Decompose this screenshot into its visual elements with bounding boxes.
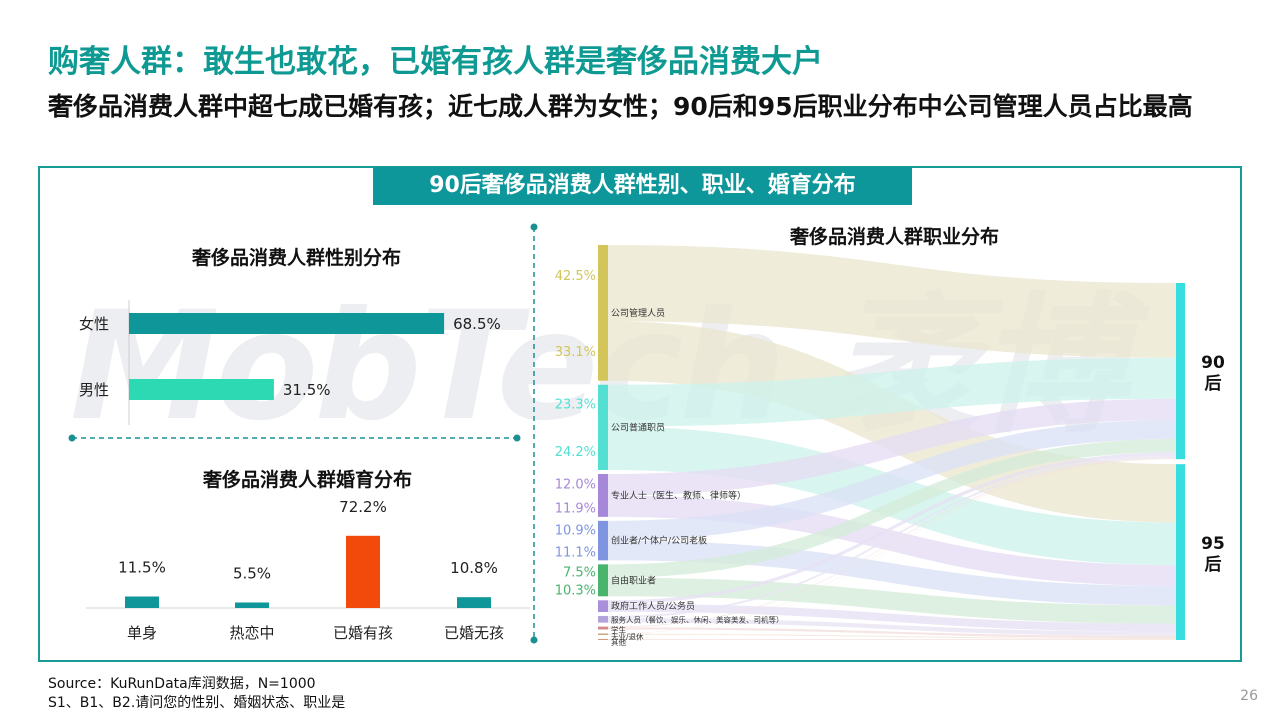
marriage-value-label: 11.5% [118, 559, 166, 577]
sankey-source-node [598, 633, 608, 635]
sankey-target-label: 95 [1201, 534, 1225, 554]
sankey-source-label: 其他 [611, 637, 626, 647]
sankey-target-label: 后 [1205, 555, 1222, 575]
sankey-target-node [1176, 283, 1185, 460]
gender-bar [129, 379, 274, 400]
sankey-source-node [598, 520, 608, 561]
page-number: 26 [1240, 688, 1258, 704]
sankey-link [608, 357, 1176, 427]
sankey-link [608, 603, 1176, 632]
sankey-value-label: 7.5% [563, 565, 596, 580]
sankey-source-label: 创业者/个体户/公司老板 [611, 535, 707, 547]
gender-category-label: 男性 [79, 381, 109, 399]
sankey-value-label: 10.9% [555, 524, 596, 539]
sankey-source-label: 服务人员（餐饮、娱乐、休闲、美容美发、司机等） [611, 614, 784, 624]
marriage-chart-title: 奢侈品消费人群婚育分布 [203, 469, 413, 491]
sankey-link [608, 398, 1176, 496]
sankey-source-node [598, 626, 608, 630]
sankey-link [608, 245, 1176, 358]
source-line: Source：KuRunData库润数据，N=1000 [48, 676, 316, 692]
gender-category-label: 女性 [79, 315, 109, 333]
marriage-value-label: 5.5% [233, 565, 271, 583]
sankey-link [608, 419, 1176, 541]
sankey-value-label: 24.2% [555, 445, 596, 460]
sankey-source-label: 自由职业者 [611, 574, 656, 586]
sankey-link [608, 458, 1176, 634]
page-title: 购奢人群：敢生也敢花，已婚有孩人群是奢侈品消费大户 [48, 44, 823, 80]
divider-dot [68, 434, 76, 442]
divider-dot [513, 434, 521, 442]
marriage-category-label: 热恋中 [229, 624, 274, 642]
sankey-source-label: 学生 [611, 625, 626, 635]
sankey-value-label: 10.3% [555, 583, 596, 598]
source-note: Source：KuRunData库润数据，N=1000 S1、B1、B2.请问您… [48, 675, 345, 713]
sankey-target-label: 后 [1205, 374, 1222, 394]
marriage-category-label: 单身 [127, 624, 157, 642]
sankey-link [608, 577, 1176, 624]
question-line: S1、B1、B2.请问您的性别、婚姻状态、职业是 [48, 695, 346, 711]
sankey-source-label: 无业/退休 [611, 631, 644, 641]
sankey-link [608, 457, 1176, 628]
sankey-source-node [598, 473, 608, 517]
sankey-source-node [598, 384, 608, 470]
page-subtitle: 奢侈品消费人群中超七成已婚有孩；近七成人群为女性；90后和95后职业分布中公司管… [48, 92, 1193, 121]
sankey-source-node [598, 638, 608, 640]
gender-chart-title: 奢侈品消费人群性别分布 [192, 247, 402, 269]
sankey-link [608, 633, 1176, 640]
sankey-value-label: 33.1% [555, 345, 596, 360]
marriage-category-label: 已婚无孩 [444, 624, 504, 642]
marriage-bar-chart: 11.5% 单身 5.5% 热恋中 72.2% 已婚有孩 10.8% 已婚无孩 [86, 498, 530, 642]
sankey-source-node [598, 600, 608, 612]
marriage-bar [457, 597, 491, 608]
gender-value-label: 31.5% [283, 381, 331, 399]
sankey-value-label: 11.1% [555, 546, 596, 561]
sankey-link [608, 455, 1176, 619]
sankey-link [608, 321, 1176, 523]
sankey-target-node [1176, 464, 1185, 640]
sankey-link [608, 459, 1176, 640]
sankey-value-label: 12.0% [555, 477, 596, 492]
sankey-link [608, 452, 1176, 604]
sankey-value-label: 42.5% [555, 269, 596, 284]
sankey-link [608, 439, 1176, 578]
occupation-chart-title: 奢侈品消费人群职业分布 [790, 226, 1000, 248]
gender-value-label: 68.5% [453, 315, 501, 333]
sankey-source-label: 公司普通职员 [611, 421, 665, 433]
divider-dot [530, 223, 538, 231]
marriage-value-label: 10.8% [450, 559, 498, 577]
gender-bar-chart: 女性 68.5% 男性 31.5% [79, 300, 501, 425]
sankey-source-label: 公司管理人员 [611, 307, 665, 319]
sankey-source-node [598, 564, 608, 597]
sankey-link [608, 627, 1176, 639]
section-banner: 90后奢侈品消费人群性别、职业、婚育分布 [373, 167, 912, 205]
sankey-source-node [598, 245, 608, 381]
sankey-target-label: 90 [1201, 353, 1225, 373]
marriage-value-label: 72.2% [339, 498, 387, 516]
divider-dot [530, 636, 538, 644]
sankey-source-label: 政府工作人员/公务员 [611, 600, 695, 612]
marriage-bar [125, 596, 159, 608]
sankey-value-label: 11.9% [555, 501, 596, 516]
sankey-source-label: 专业人士（医生、教师、律师等） [611, 489, 746, 501]
marriage-category-label: 已婚有孩 [333, 624, 393, 642]
marriage-bar [346, 535, 380, 608]
sankey-source-node [598, 615, 608, 623]
occupation-sankey-chart: 公司管理人员 42.5% 33.1% 公司普通职员 23.3% 24.2% 专业人士（医生、… [555, 245, 1225, 647]
sankey-value-label: 23.3% [555, 397, 596, 412]
sankey-link [608, 618, 1176, 636]
marriage-bar [235, 602, 269, 608]
sankey-link [608, 426, 1176, 566]
gender-bar [129, 313, 445, 334]
sankey-link [608, 639, 1176, 640]
